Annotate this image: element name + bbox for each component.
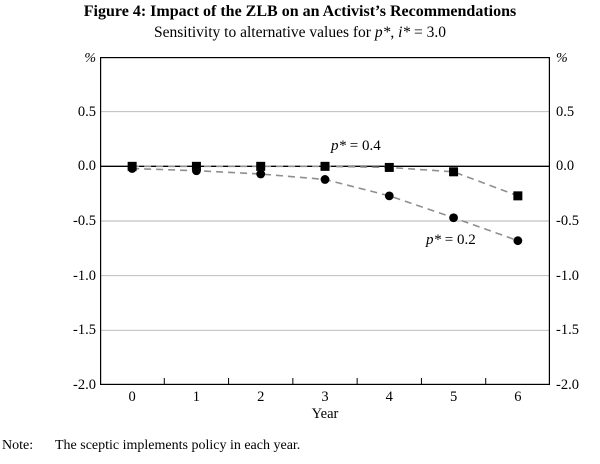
y-tick-label-left: 0.5 [77, 103, 96, 120]
subtitle-tail: = 3.0 [410, 24, 446, 41]
data-point-square [449, 167, 459, 177]
x-axis-title: Year [311, 406, 339, 422]
subtitle-lead: Sensitivity to alternative values for [153, 24, 375, 41]
data-point-circle [384, 191, 394, 201]
series-label-p02-rest: = 0.2 [441, 232, 476, 248]
data-point-circle [256, 169, 266, 179]
y-tick-label-left: -2.0 [73, 377, 96, 393]
data-point-square [320, 161, 330, 171]
series-label-p02: p* = 0.2 [426, 231, 476, 249]
y-tick-label-right: -0.5 [556, 213, 579, 229]
x-tick-label: 0 [128, 389, 136, 405]
y-tick-label-left: -1.5 [73, 322, 96, 339]
series-label-p04-var: p* [331, 138, 346, 154]
data-point-circle [320, 175, 330, 184]
x-tick-label: 6 [514, 389, 522, 405]
y-tick-label-left: 0.0 [77, 158, 96, 175]
x-tick-label: 4 [385, 389, 393, 405]
series-label-p02-var: p* [426, 232, 441, 248]
x-tick-label: 1 [192, 389, 201, 405]
series-label-p04: p* = 0.4 [331, 137, 381, 155]
data-point-square [256, 161, 266, 171]
plot-border [100, 57, 550, 385]
figure-title: Figure 4: Impact of the ZLB on an Activi… [83, 3, 517, 20]
y-tick-label-right: -1.5 [556, 322, 579, 339]
subtitle-i-var: i* [398, 24, 411, 41]
y-tick-label-left: -1.0 [73, 267, 96, 284]
x-tick-label: 3 [321, 389, 329, 405]
subtitle-mid: , [390, 24, 399, 41]
subtitle-p-var: p* [374, 24, 391, 41]
plot-area [100, 57, 550, 385]
note-text: The sceptic implements policy in each ye… [55, 438, 301, 453]
y-tick-label-right: -1.0 [556, 267, 579, 284]
y-unit-label-left: % [84, 51, 96, 66]
data-point-square [513, 191, 523, 201]
y-tick-label-left: -0.5 [73, 213, 96, 229]
series-label-p04-rest: = 0.4 [346, 138, 381, 154]
data-point-square [384, 162, 394, 172]
note-label: Note: [2, 438, 34, 453]
y-unit-label-right: % [556, 51, 568, 66]
figure-subtitle: Sensitivity to alternative values for p*… [0, 23, 600, 42]
y-tick-label-right: -2.0 [556, 377, 579, 393]
x-tick-label: 2 [257, 389, 265, 405]
data-point-circle [192, 166, 201, 176]
y-tick-label-right: 0.5 [556, 103, 575, 120]
data-point-circle [513, 236, 523, 246]
data-point-circle [127, 164, 137, 173]
y-tick-label-right: 0.0 [556, 158, 575, 175]
data-point-circle [449, 213, 458, 223]
x-tick-label: 5 [449, 389, 458, 405]
